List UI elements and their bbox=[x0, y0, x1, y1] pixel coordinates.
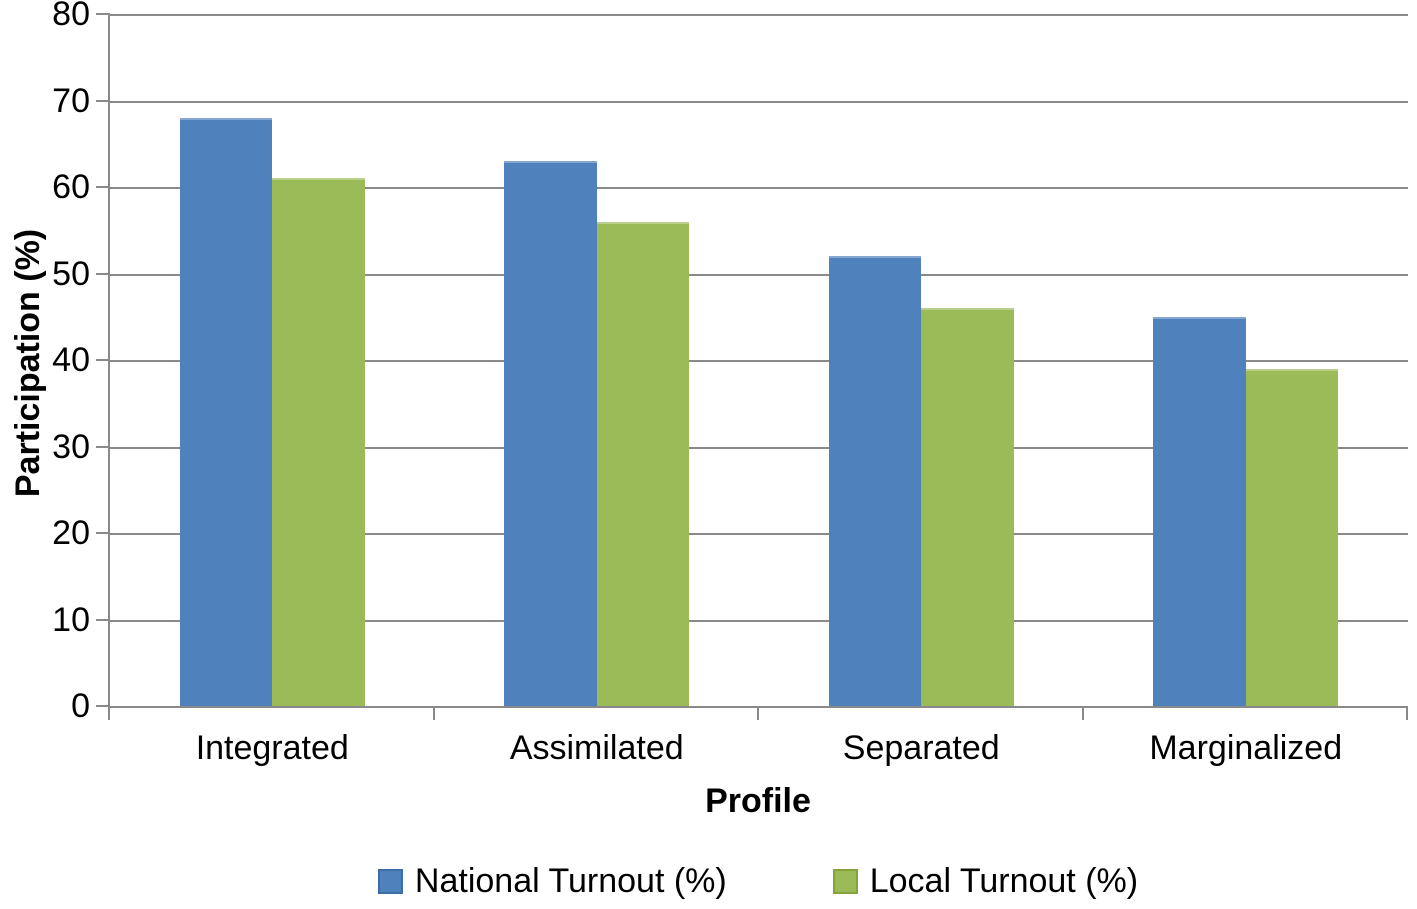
legend: National Turnout (%) Local Turnout (%) bbox=[108, 862, 1408, 901]
bar-local-separated bbox=[921, 308, 1014, 706]
bar-national-assimilated bbox=[504, 161, 597, 706]
y-tick-label-0: 0 bbox=[71, 687, 90, 725]
y-tick-mark-70 bbox=[96, 99, 110, 102]
legend-label-national-turnout: National Turnout (%) bbox=[414, 862, 727, 900]
x-tick-mark-2 bbox=[757, 708, 759, 720]
y-tick-mark-10 bbox=[96, 618, 110, 621]
bar-national-integrated bbox=[179, 117, 273, 706]
x-tick-mark-0 bbox=[108, 708, 110, 720]
y-tick-label-10: 10 bbox=[52, 600, 90, 639]
x-category-label-integrated: Integrated bbox=[195, 729, 349, 767]
x-tick-mark-4 bbox=[1406, 708, 1408, 720]
x-tick-mark-1 bbox=[432, 708, 435, 720]
legend-item-local-turnout: Local Turnout (%) bbox=[832, 862, 1139, 901]
x-category-label-assimilated: Assimilated bbox=[509, 729, 684, 767]
gridline-70 bbox=[110, 100, 1408, 103]
gridline-30 bbox=[110, 446, 1408, 449]
gridline-20 bbox=[110, 533, 1408, 535]
legend-label-local-turnout: Local Turnout (%) bbox=[869, 862, 1139, 900]
bar-national-separated bbox=[828, 256, 922, 706]
y-tick-label-40: 40 bbox=[52, 341, 90, 379]
x-category-label-marginalized: Marginalized bbox=[1149, 729, 1343, 767]
bar-national-marginalized bbox=[1153, 316, 1246, 706]
y-tick-label-20: 20 bbox=[52, 514, 90, 552]
gridline-50 bbox=[110, 273, 1408, 276]
legend-swatch-local bbox=[832, 869, 858, 894]
gridline-80 bbox=[110, 14, 1408, 16]
y-tick-label-80: 80 bbox=[52, 0, 90, 33]
x-axis-title: Profile bbox=[705, 782, 811, 820]
legend-item-national-turnout: National Turnout (%) bbox=[377, 862, 727, 901]
bar-local-integrated bbox=[272, 178, 365, 706]
y-tick-mark-60 bbox=[96, 186, 110, 188]
y-tick-label-50: 50 bbox=[52, 254, 90, 293]
y-tick-label-60: 60 bbox=[52, 168, 90, 206]
y-tick-mark-20 bbox=[96, 532, 110, 534]
plot-area bbox=[108, 14, 1408, 708]
y-tick-mark-40 bbox=[96, 359, 110, 361]
y-tick-mark-80 bbox=[96, 13, 110, 15]
y-tick-mark-0 bbox=[96, 705, 110, 707]
bar-local-marginalized bbox=[1245, 368, 1339, 706]
y-tick-mark-50 bbox=[96, 272, 110, 275]
legend-swatch-national bbox=[377, 869, 403, 894]
gridline-40 bbox=[110, 360, 1408, 362]
gridline-10 bbox=[110, 619, 1408, 622]
gridline-60 bbox=[110, 187, 1408, 189]
y-tick-mark-30 bbox=[96, 445, 110, 448]
bar-local-assimilated bbox=[596, 221, 690, 706]
y-tick-label-30: 30 bbox=[52, 427, 90, 466]
x-category-label-separated: Separated bbox=[842, 729, 1000, 767]
y-tick-label-70: 70 bbox=[52, 81, 90, 120]
x-tick-mark-3 bbox=[1081, 708, 1084, 720]
